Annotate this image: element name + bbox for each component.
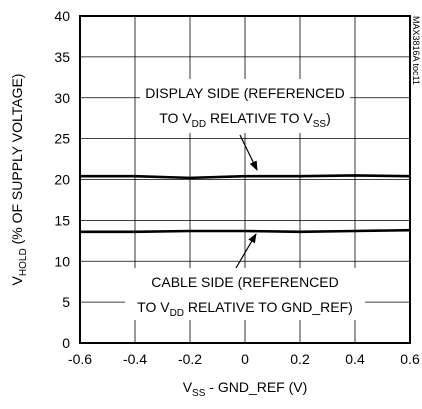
text-part: RELATIVE TO GND_REF) <box>184 299 353 315</box>
label: VSS - GND_REF (V) <box>183 379 308 399</box>
plot-frame <box>79 15 411 344</box>
series-line <box>80 228 411 234</box>
x-tick-label: 0 <box>241 351 249 367</box>
arrow <box>239 134 258 171</box>
text-part: ) <box>326 110 331 126</box>
label: DISPLAY SIDE (REFERENCED <box>145 85 344 101</box>
text-part: TO V <box>137 299 170 315</box>
y-tick-label: 35 <box>54 49 70 65</box>
text-part: TO V <box>159 110 192 126</box>
subscript: DD <box>170 308 184 319</box>
arrow <box>235 233 257 269</box>
y-tick-label: 40 <box>54 8 70 24</box>
x-tick-label: 0.6 <box>400 351 420 367</box>
text-part: RELATIVE TO V <box>206 110 313 126</box>
annotation-box <box>125 268 365 320</box>
text-part: - GND_REF (V) <box>205 379 307 395</box>
text-part: V <box>183 379 193 395</box>
subscript: DD <box>192 119 206 130</box>
x-tick-label: -0.6 <box>68 351 92 367</box>
x-tick-label: 0.2 <box>290 351 310 367</box>
label: TO VDD RELATIVE TO GND_REF) <box>137 299 353 319</box>
lines <box>80 174 411 234</box>
text-part: (% OF SUPPLY VOLTAGE) <box>9 74 25 249</box>
text-part: DISPLAY SIDE (REFERENCED <box>145 85 344 101</box>
series-line <box>80 174 411 180</box>
label: TO VDD RELATIVE TO VSS) <box>159 110 330 130</box>
subscript: HOLD <box>18 248 29 276</box>
text-part: V <box>9 275 25 285</box>
text-part: CABLE SIDE (REFERENCED <box>151 274 338 290</box>
subscript: SS <box>192 388 206 399</box>
y-tick-label: 20 <box>54 172 70 188</box>
y-tick-label: 25 <box>54 131 70 147</box>
x-tick-label: -0.2 <box>178 351 202 367</box>
annotation-box <box>140 79 350 133</box>
y-tick-label: 15 <box>54 212 70 228</box>
y-tick-label: 5 <box>62 294 70 310</box>
subscript: SS <box>313 119 327 130</box>
figure-id: MAX3816A toc11 <box>411 16 421 85</box>
x-tick-label: 0.4 <box>345 351 365 367</box>
x-tick-label: -0.4 <box>123 351 147 367</box>
y-tick-label: 30 <box>54 90 70 106</box>
y-tick-label: 10 <box>54 253 70 269</box>
label: CABLE SIDE (REFERENCED <box>151 274 338 290</box>
y-tick-label: 0 <box>62 335 70 351</box>
label: VHOLD (% OF SUPPLY VOLTAGE) <box>9 74 29 286</box>
